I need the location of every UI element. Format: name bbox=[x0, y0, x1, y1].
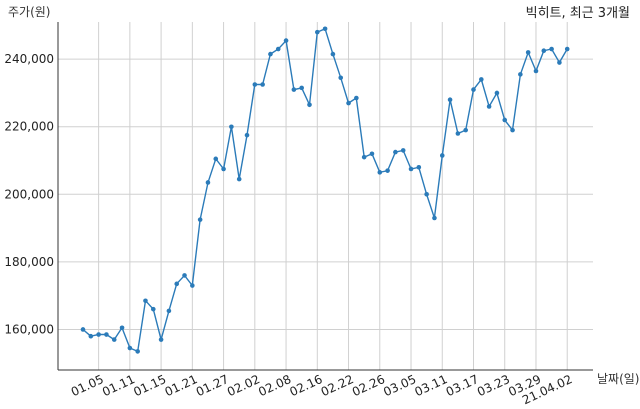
data-point bbox=[400, 148, 406, 153]
data-point bbox=[252, 82, 258, 87]
y-axis-ticks: 160,000 180,000 200,000 220,000 240,000 bbox=[4, 52, 54, 336]
data-point bbox=[104, 332, 109, 337]
y-tick-label: 200,000 bbox=[4, 187, 54, 201]
data-point bbox=[486, 104, 492, 109]
data-point bbox=[455, 131, 461, 136]
data-point bbox=[385, 168, 390, 173]
data-point bbox=[229, 124, 234, 130]
data-point bbox=[197, 217, 203, 222]
data-point bbox=[564, 46, 570, 52]
y-tick-label: 240,000 bbox=[4, 52, 54, 66]
data-point bbox=[494, 90, 500, 96]
data-point bbox=[182, 273, 187, 278]
data-point bbox=[127, 345, 133, 351]
data-point bbox=[96, 332, 101, 337]
data-point bbox=[268, 51, 273, 57]
data-point bbox=[432, 215, 437, 221]
data-point bbox=[174, 281, 180, 287]
data-point bbox=[291, 87, 297, 92]
data-point bbox=[158, 337, 164, 342]
data-point bbox=[424, 192, 429, 197]
y-tick-label: 160,000 bbox=[4, 322, 54, 336]
data-point bbox=[307, 102, 312, 108]
data-point bbox=[88, 333, 94, 339]
data-point bbox=[541, 48, 547, 54]
data-point bbox=[549, 46, 554, 52]
data-point bbox=[471, 87, 476, 92]
x-axis-ticks: 01.0501.1101.1501.2101.2702.0202.0802.16… bbox=[69, 372, 575, 407]
data-point bbox=[447, 97, 453, 103]
data-point bbox=[518, 72, 523, 77]
series-line bbox=[82, 27, 568, 353]
data-point bbox=[416, 164, 422, 170]
data-point bbox=[346, 100, 351, 106]
data-point bbox=[150, 306, 156, 312]
data-point bbox=[143, 298, 148, 304]
data-point bbox=[377, 170, 383, 175]
data-point bbox=[408, 166, 414, 172]
data-point bbox=[463, 127, 468, 133]
data-point bbox=[166, 308, 172, 314]
data-point bbox=[369, 151, 375, 157]
data-point bbox=[236, 176, 242, 182]
data-point bbox=[330, 51, 336, 57]
data-points bbox=[80, 26, 570, 354]
y-tick-label: 220,000 bbox=[4, 120, 54, 134]
data-point bbox=[510, 127, 515, 133]
data-point bbox=[533, 68, 539, 74]
data-point bbox=[275, 46, 281, 52]
data-point bbox=[361, 154, 367, 160]
x-axis-title: 날짜(일) bbox=[597, 372, 639, 386]
data-point bbox=[479, 77, 484, 82]
axis-frame bbox=[57, 22, 593, 371]
data-point bbox=[557, 60, 562, 65]
data-point bbox=[283, 38, 289, 43]
data-point bbox=[111, 337, 117, 342]
data-point bbox=[244, 132, 250, 138]
data-point bbox=[525, 50, 531, 55]
data-point bbox=[221, 166, 226, 172]
y-tick-label: 180,000 bbox=[4, 255, 54, 269]
y-axis-title: 주가(원) bbox=[8, 5, 50, 19]
data-point bbox=[354, 95, 359, 101]
chart-title: 빅히트, 최근 3개월 bbox=[526, 6, 630, 21]
grid-lines bbox=[58, 22, 593, 370]
data-point bbox=[315, 29, 320, 35]
data-point bbox=[260, 82, 265, 87]
data-point bbox=[322, 26, 328, 32]
data-point bbox=[80, 327, 86, 332]
data-point bbox=[205, 180, 211, 185]
data-point bbox=[338, 75, 344, 81]
data-point bbox=[190, 283, 195, 288]
data-point bbox=[213, 156, 219, 162]
data-point bbox=[439, 153, 445, 158]
data-point bbox=[299, 85, 304, 91]
data-point bbox=[502, 117, 508, 123]
data-point bbox=[119, 325, 125, 331]
data-point bbox=[393, 149, 398, 155]
data-point bbox=[135, 349, 140, 354]
